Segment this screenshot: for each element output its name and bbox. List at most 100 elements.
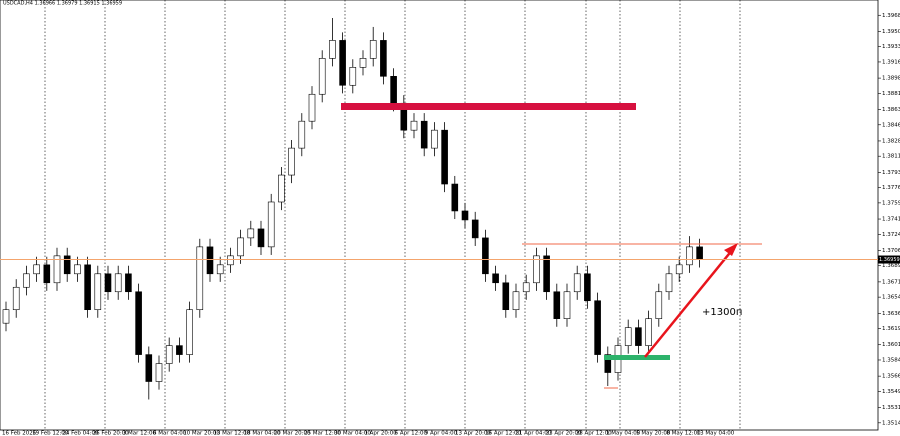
y-tick-label: 1.3898 — [882, 76, 900, 82]
candle-body — [359, 58, 367, 68]
candle-body — [298, 120, 306, 149]
candle-body — [257, 228, 265, 248]
candle-body — [329, 40, 336, 59]
support-zone — [604, 355, 670, 360]
candle-body — [12, 286, 20, 311]
x-tick-label: 23 Apr 20:00 — [546, 431, 582, 436]
x-tick-label: 6 Mar 04:00 — [153, 431, 187, 436]
price-label-box — [878, 255, 900, 264]
candle-body — [543, 255, 550, 293]
candle-body — [237, 237, 244, 257]
x-tick-label: 1 Apr 20:00 — [364, 431, 397, 436]
candle-body — [451, 183, 459, 212]
y-tick-label: 1.3584 — [882, 357, 900, 363]
annotation: +1300п — [702, 307, 742, 318]
y-tick-label: 1.3811 — [882, 154, 900, 160]
candle-body — [635, 327, 642, 346]
candle-body — [125, 273, 132, 293]
x-tick-label: 25 Mar 12:00 — [304, 431, 341, 436]
y-tick-label: 1.3601 — [882, 342, 900, 348]
candle-body — [645, 318, 652, 346]
y-tick-label: 1.3759 — [882, 200, 900, 206]
candle-body — [63, 255, 71, 275]
candle-body — [431, 129, 438, 149]
y-tick-label: 1.3724 — [882, 232, 900, 238]
candle-body — [349, 67, 357, 86]
x-tick-label: 1 May 04:00 — [606, 431, 641, 436]
x-tick-label: 16 Apr 12:00 — [485, 431, 521, 436]
candle-body — [145, 354, 153, 382]
candle-body — [502, 282, 510, 311]
plot-frame — [0, 0, 879, 431]
y-tick-label: 1.3916 — [882, 59, 900, 65]
candle-body — [584, 273, 591, 302]
x-tick-label: 9 Apr 04:00 — [425, 431, 458, 436]
x-tick-label: 26 Feb 20:00 — [93, 431, 130, 436]
candle-body — [369, 40, 377, 59]
candle-body — [104, 273, 112, 293]
candle-body — [186, 309, 193, 355]
candle-body — [512, 291, 520, 311]
candle-body — [43, 264, 51, 284]
x-tick-label: 28 Apr 12:00 — [576, 431, 612, 436]
candle-body — [155, 363, 163, 382]
candle-body — [522, 282, 530, 293]
y-tick-label: 1.3566 — [882, 374, 900, 380]
candle-body — [23, 273, 30, 288]
candle-body — [114, 273, 122, 293]
candle-body — [533, 255, 540, 284]
x-tick-label: 18 Mar 04:00 — [244, 431, 281, 436]
y-tick-label: 1.3881 — [882, 91, 900, 97]
y-tick-label: 1.3514 — [882, 420, 900, 426]
candle-body — [33, 264, 40, 275]
candles — [2, 17, 703, 400]
candle-body — [278, 174, 285, 203]
x-tick-label: 13 Mar 12:00 — [213, 431, 250, 436]
candle-body — [675, 264, 683, 275]
x-tick-label: 19 Feb 12:00 — [32, 431, 69, 436]
candle-body — [94, 273, 102, 311]
candle-body — [2, 309, 10, 324]
arrow-head — [724, 243, 738, 256]
y-tick-label: 1.3654 — [882, 295, 900, 301]
x-tick-label: 13 Apr 20:00 — [455, 431, 491, 436]
candle-body — [247, 228, 255, 239]
candle-body — [655, 291, 663, 319]
x-tick-label: 30 Mar 04:00 — [334, 431, 371, 436]
candle-body — [216, 264, 224, 275]
y-tick-label: 1.3531 — [882, 405, 900, 411]
y-tick-label: 1.3950 — [882, 29, 900, 35]
x-tick-label: 10 Mar 20:00 — [183, 431, 220, 436]
candle-body — [380, 40, 387, 77]
y-tick-label: 1.3846 — [882, 122, 900, 128]
y-tick-label: 1.3636 — [882, 311, 900, 317]
candle-body — [563, 291, 571, 319]
resistance-zone — [341, 103, 636, 110]
y-tick-label: 1.3968 — [882, 13, 900, 19]
y-tick-label: 1.3828 — [882, 138, 900, 144]
candle-body — [135, 291, 142, 355]
x-tick-label: 20 Mar 20:00 — [274, 431, 311, 436]
candle-body — [665, 273, 673, 293]
y-tick-label: 1.3863 — [882, 107, 900, 113]
candle-body — [53, 255, 61, 284]
candle-body — [441, 129, 448, 185]
candle-body — [84, 264, 91, 311]
x-tick-label: 6 Apr 12:00 — [395, 431, 428, 436]
candle-body — [696, 246, 703, 260]
candle-body — [74, 264, 81, 275]
y-tick-label: 1.3793 — [882, 170, 900, 176]
arrow — [644, 248, 734, 358]
time-grid — [44, 0, 741, 430]
candle-body — [594, 300, 601, 355]
y-tick-label: 1.3741 — [882, 217, 900, 223]
candle-body — [196, 246, 204, 311]
candle-body — [206, 246, 214, 275]
price-label: 1.36959 — [879, 257, 900, 263]
x-tick-label: 24 Feb 04:00 — [62, 431, 99, 436]
candle-body — [410, 120, 418, 131]
candle-body — [318, 58, 326, 95]
candle-body — [461, 210, 469, 221]
candle-body — [624, 327, 632, 346]
